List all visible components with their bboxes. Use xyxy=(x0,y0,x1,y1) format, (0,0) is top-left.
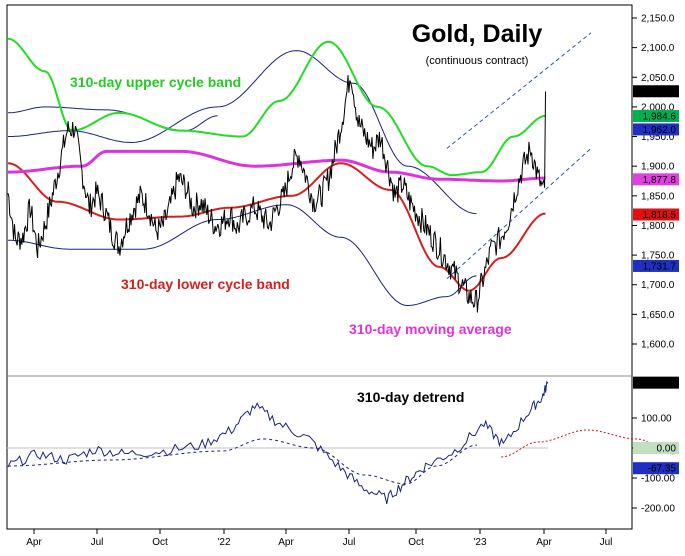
cycle-band-lines xyxy=(7,37,546,292)
price-line xyxy=(7,75,546,313)
detrend-cycle-curve xyxy=(8,438,478,485)
y-tick-label: 2,000.0 xyxy=(641,102,675,113)
value-label-box xyxy=(633,462,679,475)
lower-trend-line xyxy=(446,148,592,280)
y-tick-label: 2,150.0 xyxy=(641,14,675,25)
x-tick-label: '22 xyxy=(217,537,230,548)
x-tick-label: Jul xyxy=(343,537,356,548)
value-label-box xyxy=(633,376,679,389)
detrend-title: 310-day detrend xyxy=(357,389,464,405)
x-tick-label: Oct xyxy=(408,537,424,548)
value-labels: 2,026.4 1,984.6 1,962.0 1,877.8 1,818.5 1,731… xyxy=(633,85,679,475)
upper-cycle-band xyxy=(7,37,546,177)
value-label-box xyxy=(633,85,679,98)
x-tick-label: '23 xyxy=(473,537,486,548)
y-tick-label: 2,100.0 xyxy=(641,43,675,54)
chart-frame xyxy=(6,4,633,530)
value-label-box xyxy=(633,259,679,272)
price-axis: 2,150.0 2,100.0 2,050.0 2,000.0 1,950.0 1,900… xyxy=(632,14,675,351)
value-label-text: 217.82 xyxy=(645,378,676,389)
y-tick-label: 2,050.0 xyxy=(641,73,675,84)
x-tick-label: Oct xyxy=(152,537,168,548)
y-tick-label: -100.00 xyxy=(641,474,675,485)
lower-band-annotation: 310-day lower cycle band xyxy=(121,276,290,292)
upper-trend-line xyxy=(446,32,592,149)
y-tick-label: 1,600.0 xyxy=(641,340,675,351)
value-label-text: 1,877.8 xyxy=(643,175,677,186)
y-tick-label: 1,900.0 xyxy=(641,162,675,173)
time-axis: Apr Jul Oct '22 Apr Jul Oct '23 Apr Jul xyxy=(26,529,612,548)
value-label-text: 1,818.5 xyxy=(643,210,677,221)
value-label-box xyxy=(633,442,679,454)
y-tick-label: 1,800.0 xyxy=(641,221,675,232)
y-tick-label: 100.00 xyxy=(641,414,672,425)
value-label-text: 1,984.6 xyxy=(643,112,677,123)
moving-average-line xyxy=(8,149,546,183)
y-tick-label: 1,750.0 xyxy=(641,251,675,262)
detrend-series xyxy=(7,380,674,505)
y-tick-label: 1,850.0 xyxy=(641,191,675,202)
x-tick-label: Jul xyxy=(91,537,104,548)
value-label-box xyxy=(633,123,679,136)
value-label-text: -67.35 xyxy=(648,464,677,475)
value-label-text: 0.00 xyxy=(657,444,677,455)
value-label-box xyxy=(633,110,679,123)
y-tick-label: -200.00 xyxy=(641,504,675,515)
x-tick-label: Apr xyxy=(278,537,294,548)
value-label-text: 1,962.0 xyxy=(643,125,677,136)
x-tick-label: Apr xyxy=(26,537,42,548)
value-label-box xyxy=(633,208,679,221)
chart-title: Gold, Daily xyxy=(412,20,543,48)
y-tick-label: 1,650.0 xyxy=(641,310,675,321)
price-series xyxy=(7,75,546,313)
trend-channel-lines xyxy=(446,32,592,280)
value-label-text: 1,731.7 xyxy=(643,261,677,272)
value-label-box xyxy=(633,173,679,186)
moving-average-annotation: 310-day moving average xyxy=(349,321,512,337)
x-tick-label: Apr xyxy=(536,537,552,548)
y-tick-label: 1,950.0 xyxy=(641,132,675,143)
value-label-text: 2,026.4 xyxy=(643,87,677,98)
upper-band-annotation: 310-day upper cycle band xyxy=(70,74,241,90)
x-tick-label: Jul xyxy=(600,537,613,548)
y-tick-label: 1,700.0 xyxy=(641,280,675,291)
lower-cycle-band xyxy=(7,162,546,292)
outer-upper-band xyxy=(8,50,477,215)
detrend-line xyxy=(7,380,549,505)
chart-subtitle: (continuous contract) xyxy=(426,55,529,67)
